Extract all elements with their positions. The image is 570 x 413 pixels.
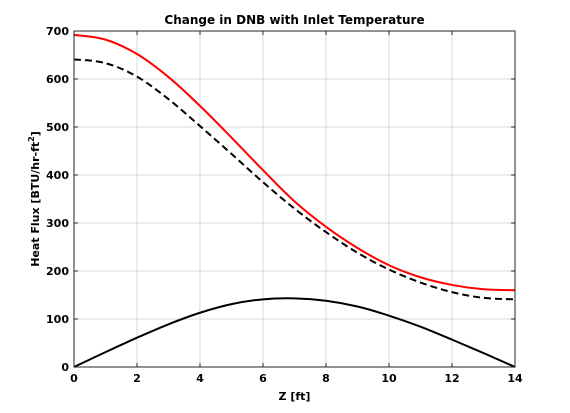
y-tick-label: 400 bbox=[46, 169, 69, 182]
grid bbox=[73, 30, 516, 368]
y-tick-label: 500 bbox=[46, 121, 69, 134]
y-axis-label: Heat Flux [BTU/hr-ft2] bbox=[27, 131, 42, 267]
series-line-black-solid bbox=[73, 297, 516, 368]
x-tick-label: 10 bbox=[381, 372, 397, 385]
y-axis-label-end: ] bbox=[29, 131, 42, 136]
x-tick-label: 4 bbox=[196, 372, 204, 385]
x-tick-label: 2 bbox=[133, 372, 141, 385]
x-axis-label: Z [ft] bbox=[279, 390, 311, 403]
series-line-black-dashed bbox=[73, 58, 516, 301]
x-tick-label: 0 bbox=[70, 372, 78, 385]
plot-frame bbox=[73, 30, 516, 368]
y-tick-label: 200 bbox=[46, 265, 69, 278]
ticks: 0 2 4 6 8 10 12 14 0 100 200 300 400 500 600 700 bbox=[46, 25, 523, 385]
x-tick-label: 12 bbox=[444, 372, 459, 385]
x-tick-label: 14 bbox=[507, 372, 523, 385]
y-tick-label: 700 bbox=[46, 25, 69, 38]
y-tick-label: 100 bbox=[46, 313, 69, 326]
series-line-red-solid bbox=[73, 33, 516, 292]
y-axis-label-main: Heat Flux [BTU/hr-ft bbox=[29, 142, 42, 267]
y-axis-label-superscript: 2 bbox=[27, 136, 36, 142]
y-tick-label: 0 bbox=[61, 361, 69, 374]
y-tick-label: 300 bbox=[46, 217, 69, 230]
chart-title: Change in DNB with Inlet Temperature bbox=[164, 13, 424, 27]
x-tick-label: 6 bbox=[259, 372, 267, 385]
series-group bbox=[73, 33, 516, 368]
y-tick-label: 600 bbox=[46, 73, 69, 86]
x-tick-label: 8 bbox=[322, 372, 330, 385]
